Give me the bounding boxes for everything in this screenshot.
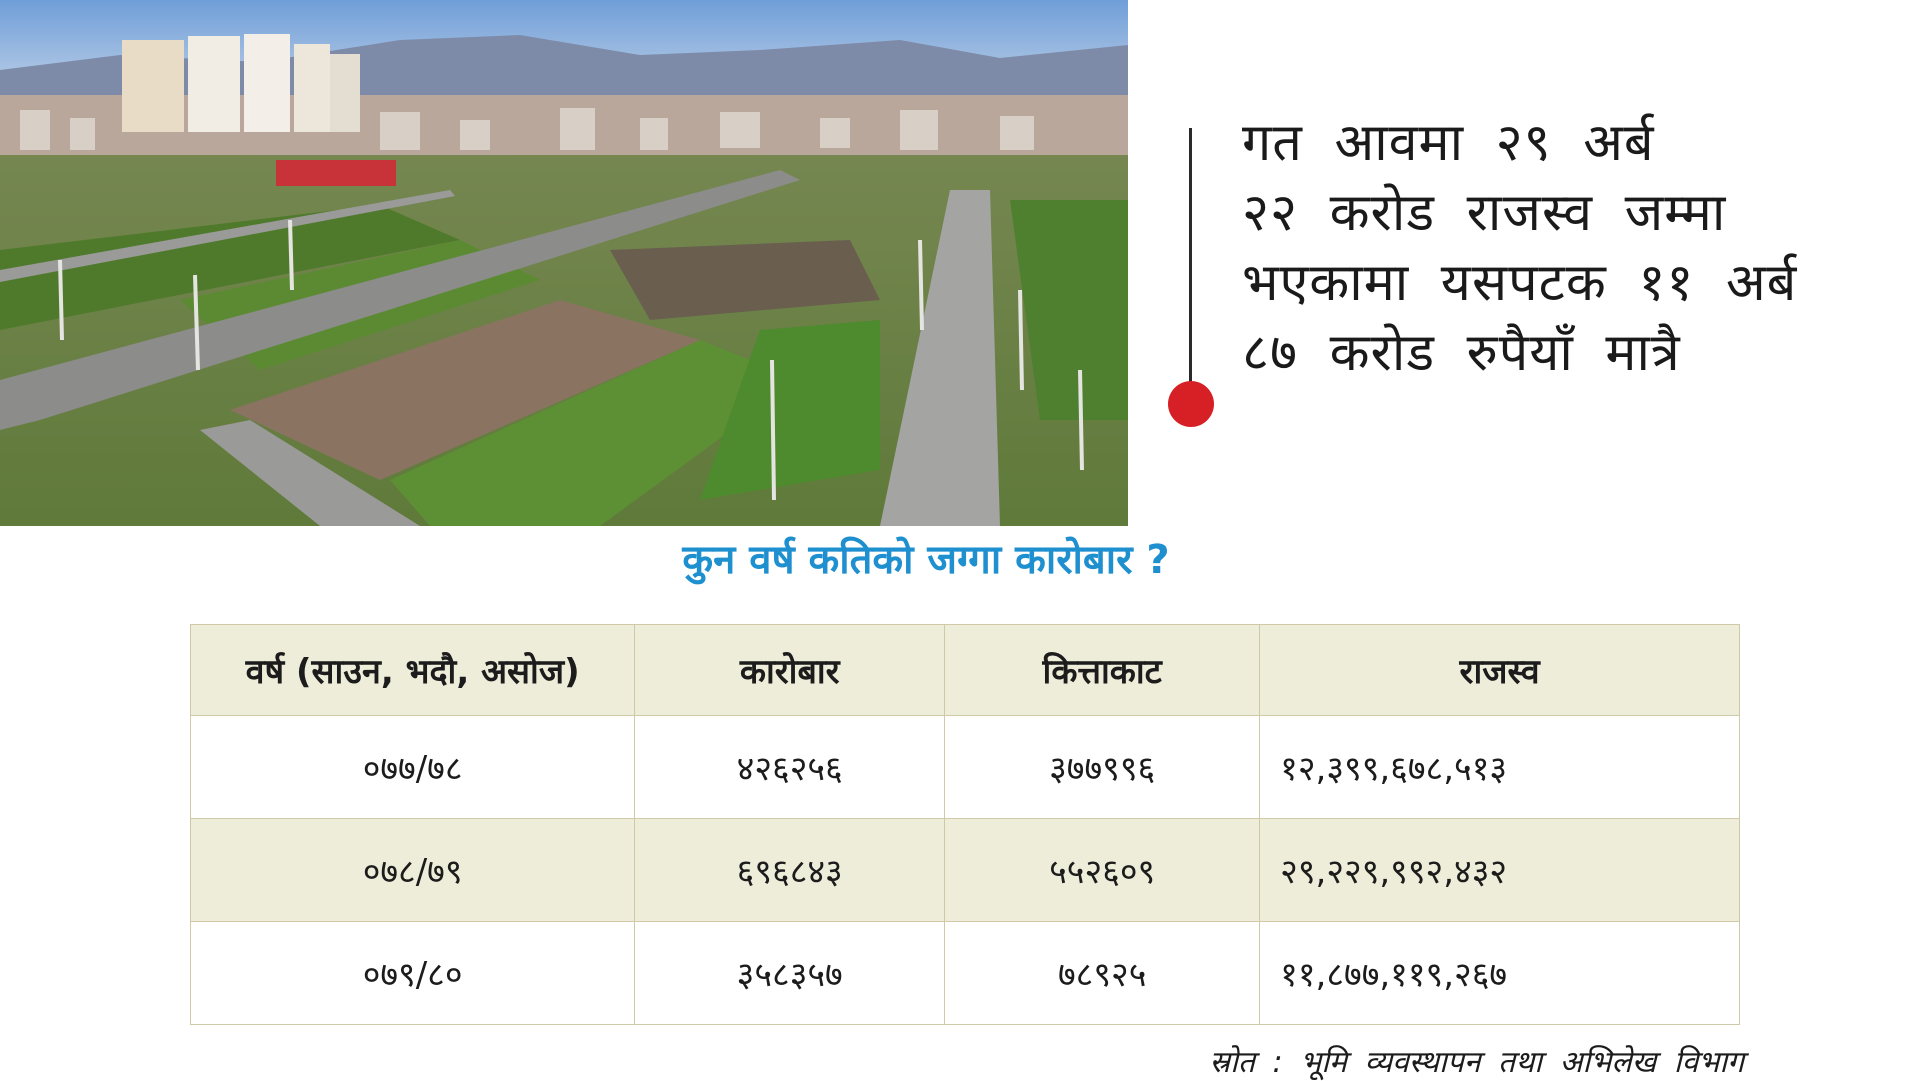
cell-plot-division: ५५२६०९ [944, 818, 1261, 922]
cell-transactions: ४२६२५६ [634, 715, 946, 819]
cell-plot-division: ७८९२५ [944, 921, 1261, 1025]
header-revenue: राजस्व [1259, 624, 1740, 716]
table-row: ०७८/७९ ६९६८४३ ५५२६०९ २९,२२९,९९२,४३२ [189, 818, 1740, 922]
land-plot-photo [0, 0, 1128, 526]
cell-plot-division: ३७७९९६ [944, 715, 1261, 819]
cell-transactions: ६९६८४३ [634, 818, 946, 922]
cell-year: ०७८/७९ [189, 818, 636, 922]
cell-revenue: १२,३९९,६७८,५१३ [1259, 715, 1740, 819]
land-plot-photo-illustration [0, 0, 1128, 526]
cell-revenue: ११,८७७,११९,२६७ [1259, 921, 1740, 1025]
source-credit: स्रोत : भूमि व्यवस्थापन तथा अभिलेख विभाग [1209, 1045, 1744, 1080]
headline-line-2: २२ करोड राजस्व जम्मा [1242, 183, 1727, 243]
table-title: कुन वर्ष कतिको जग्गा कारोबार ? [682, 537, 1170, 583]
cell-transactions: ३५८३५७ [634, 921, 946, 1025]
land-transaction-table: वर्ष (साउन, भदौ, असोज) कारोबार कित्ताकाट… [189, 624, 1740, 1025]
table-row: ०७७/७८ ४२६२५६ ३७७९९६ १२,३९९,६७८,५१३ [189, 715, 1740, 819]
headline-accent-line [1189, 128, 1192, 400]
table-row: ०७९/८० ३५८३५७ ७८९२५ ११,८७७,११९,२६७ [189, 921, 1740, 1025]
headline-red-dot [1168, 381, 1214, 427]
table-header-row: वर्ष (साउन, भदौ, असोज) कारोबार कित्ताकाट… [189, 624, 1740, 716]
cell-year: ०७७/७८ [189, 715, 636, 819]
header-plot-division: कित्ताकाट [944, 624, 1261, 716]
headline-line-1: गत आवमा २९ अर्ब [1242, 113, 1655, 173]
headline-line-4: ८७ करोड रुपैयाँ मात्रै [1242, 323, 1681, 383]
header-year: वर्ष (साउन, भदौ, असोज) [189, 624, 636, 716]
headline: गत आवमा २९ अर्ब २२ करोड राजस्व जम्मा भएक… [1242, 108, 1882, 388]
cell-year: ०७९/८० [189, 921, 636, 1025]
cell-revenue: २९,२२९,९९२,४३२ [1259, 818, 1740, 922]
header-transactions: कारोबार [634, 624, 946, 716]
headline-line-3: भएकामा यसपटक ११ अर्ब [1242, 253, 1798, 313]
